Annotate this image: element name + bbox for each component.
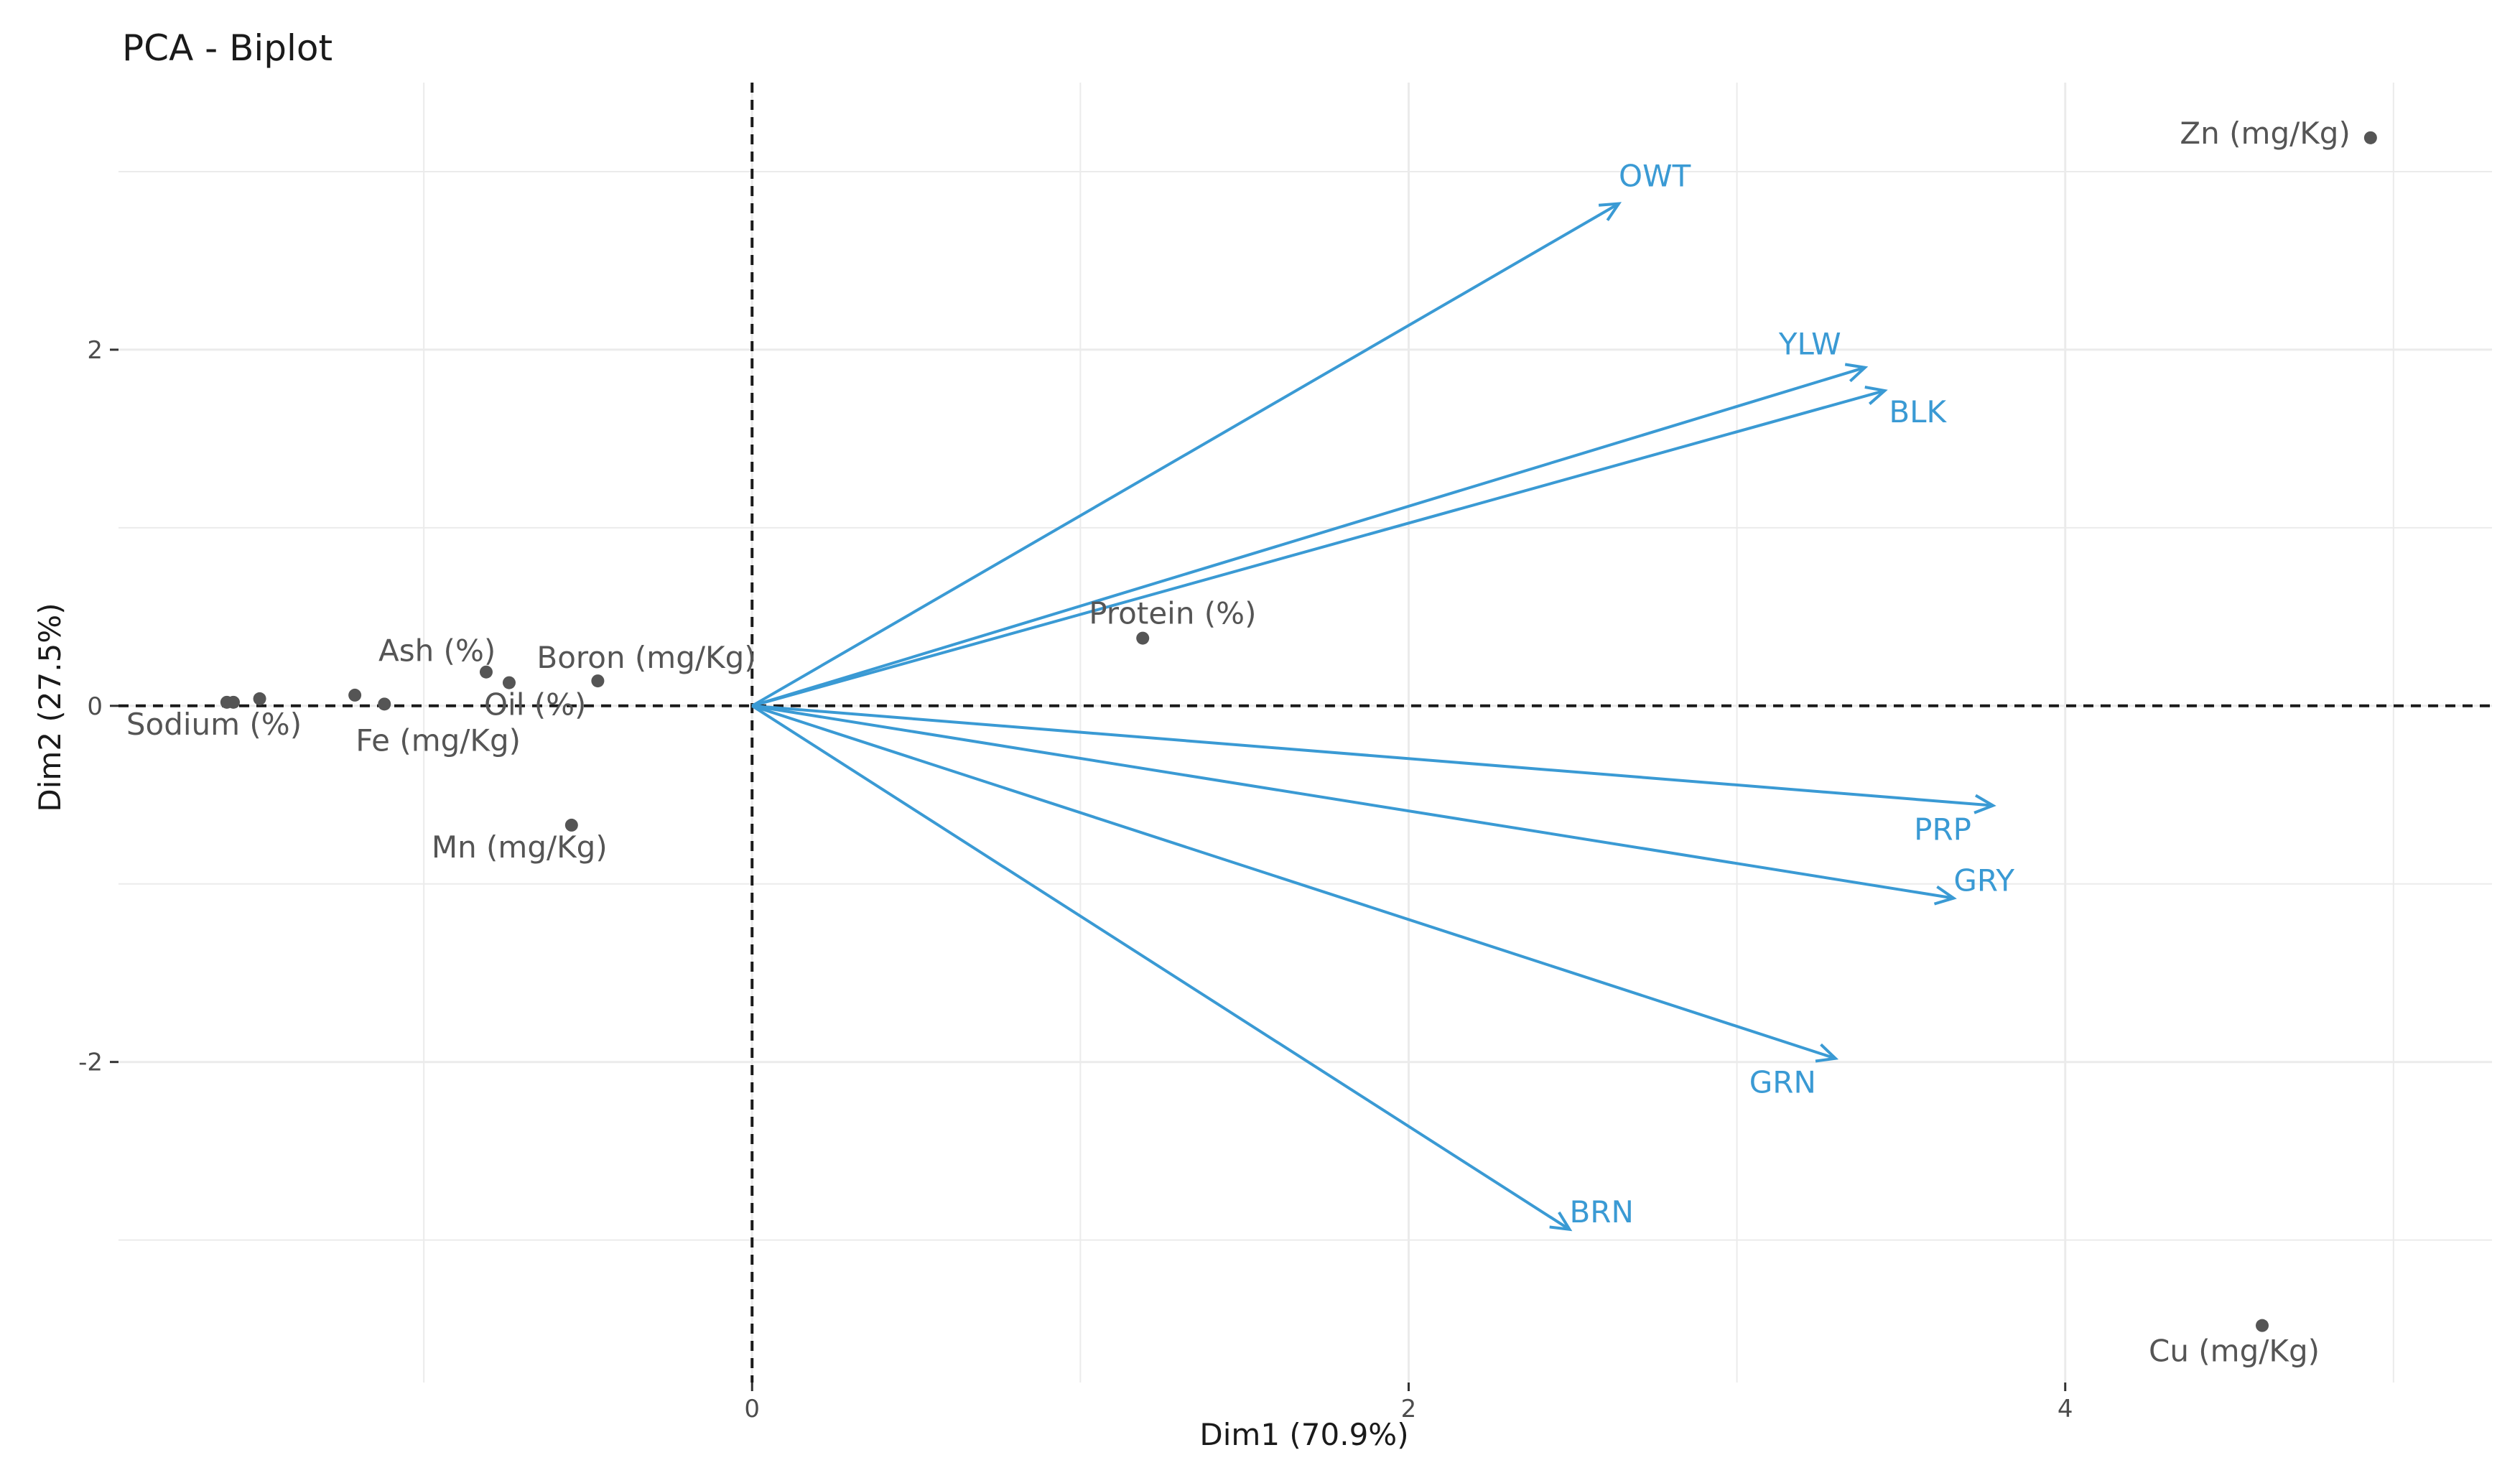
point-label: Fe (mg/Kg): [355, 722, 521, 758]
y-axis-title: Dim2 (27.5%): [32, 603, 68, 812]
x-tick-label: 2: [1401, 1395, 1417, 1423]
x-tick-label: 0: [744, 1395, 760, 1423]
grid-lines: [118, 83, 2492, 1383]
point-label: Ash (%): [378, 633, 496, 669]
point-label: Cu (mg/Kg): [2149, 1334, 2320, 1369]
vector-arrow: [751, 389, 1885, 707]
vector-label: GRN: [1749, 1065, 1816, 1100]
vector-arrow: [752, 704, 1994, 807]
axis-ticks: 0 2 4 -2 0 2: [78, 336, 2073, 1423]
vector-label: BRN: [1569, 1194, 1633, 1230]
vector-arrowhead: [1598, 202, 1622, 221]
vector-arrowhead: [1844, 363, 1869, 383]
vector-arrow: [751, 705, 1571, 1231]
vector-arrowhead: [1549, 1211, 1573, 1232]
observation-points: Zn (mg/Kg) Cu (mg/Kg) Protein (%) Boron (mg…: [126, 116, 2377, 1369]
vector-arrowhead: [1815, 1043, 1839, 1063]
vector-label: BLK: [1889, 394, 1947, 429]
x-tick-label: 4: [2058, 1395, 2073, 1423]
point-label: Protein (%): [1089, 596, 1256, 631]
observation-point: [2256, 1319, 2269, 1332]
vector-arrow: [751, 202, 1620, 707]
vector-arrow: [751, 704, 1954, 900]
point-label: Sodium (%): [126, 707, 302, 742]
vector-arrow: [751, 366, 1866, 707]
observation-point: [348, 688, 362, 702]
vector-label: PRP: [1914, 812, 1971, 847]
variable-vectors: OWT YLW BLK PRP GRY GRN BRN: [751, 159, 2014, 1232]
reference-lines: [118, 83, 2492, 1383]
vector-arrowhead: [1973, 794, 1996, 814]
vector-label: OWT: [1619, 159, 1691, 194]
point-label: Oil (%): [484, 687, 586, 722]
vector-label: GRY: [1953, 863, 2014, 898]
vector-label: YLW: [1778, 327, 1841, 362]
point-label: Mn (mg/Kg): [432, 830, 608, 865]
vector-arrowhead: [1933, 885, 1957, 906]
x-axis-title: Dim1 (70.9%): [1199, 1417, 1408, 1452]
vector-arrowhead: [1864, 386, 1888, 405]
point-label: Boron (mg/Kg): [536, 640, 755, 675]
y-tick-label: 2: [87, 336, 103, 365]
observation-point: [502, 676, 516, 689]
point-label: Zn (mg/Kg): [2180, 116, 2350, 151]
observation-point: [253, 692, 266, 705]
observation-point: [564, 818, 578, 832]
observation-point: [1136, 631, 1150, 645]
observation-point: [378, 697, 391, 711]
observation-point: [2363, 131, 2377, 144]
chart-title: PCA - Biplot: [122, 27, 333, 69]
observation-point: [226, 695, 240, 709]
vector-arrow: [751, 704, 1836, 1060]
y-tick-label: 0: [87, 692, 103, 721]
observation-point: [479, 665, 493, 679]
y-tick-label: -2: [78, 1049, 103, 1077]
observation-point: [591, 674, 605, 688]
